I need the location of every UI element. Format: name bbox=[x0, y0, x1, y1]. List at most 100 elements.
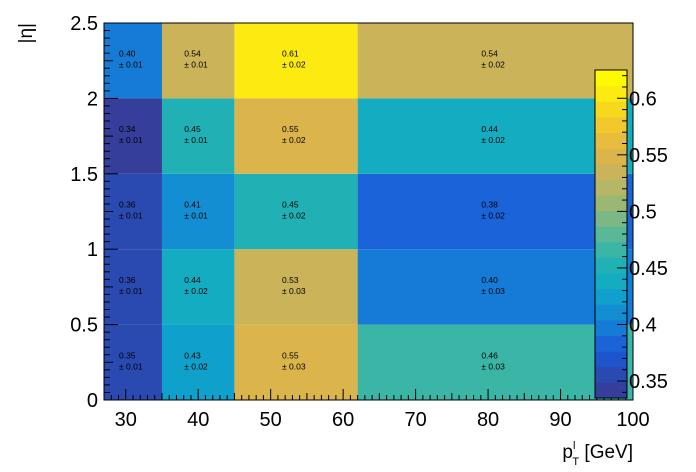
color-scale-band bbox=[595, 210, 627, 227]
color-scale-tick-label: 0.45 bbox=[629, 258, 668, 280]
heatmap-cell bbox=[161, 173, 235, 250]
cell-error-label: ± 0.01 bbox=[119, 60, 143, 70]
cell-value-label: 0.44 bbox=[481, 124, 498, 134]
heatmap-cell bbox=[161, 324, 235, 400]
cell-value-label: 0.45 bbox=[282, 200, 299, 210]
cell-error-label: ± 0.02 bbox=[184, 286, 208, 296]
cell-error-label: ± 0.02 bbox=[481, 60, 505, 70]
cell-error-label: ± 0.03 bbox=[282, 361, 306, 371]
y-tick-label: 1.5 bbox=[70, 164, 98, 186]
cell-error-label: ± 0.01 bbox=[184, 135, 208, 145]
x-axis-title: pl T [GeV] bbox=[562, 440, 633, 468]
color-scale-band bbox=[595, 366, 627, 383]
color-scale-band bbox=[595, 163, 627, 180]
color-scale: 0.35 0.4 0.45 0.5 0.55 0.6 bbox=[594, 69, 668, 399]
color-scale-tick-label: 0.4 bbox=[629, 314, 657, 336]
color-scale-band bbox=[595, 273, 627, 290]
cell-value-label: 0.44 bbox=[184, 275, 201, 285]
color-scale-band bbox=[595, 179, 627, 196]
heatmap-cell bbox=[357, 324, 633, 400]
color-scale-tick-label: 0.5 bbox=[629, 201, 657, 223]
heatmap-cell bbox=[234, 173, 358, 250]
color-scale-tick-label: 0.35 bbox=[629, 371, 668, 393]
y-tick-label: 2.5 bbox=[70, 13, 98, 35]
color-scale-band bbox=[595, 194, 627, 212]
x-tick-label: 70 bbox=[404, 409, 426, 431]
cell-value-label: 0.45 bbox=[184, 124, 201, 134]
cell-value-label: 0.55 bbox=[282, 124, 299, 134]
heatmap-cells bbox=[104, 23, 633, 400]
cell-error-label: ± 0.01 bbox=[119, 135, 143, 145]
cell-value-label: 0.35 bbox=[119, 350, 136, 360]
x-axis-title-base: p bbox=[562, 442, 573, 463]
y-axis-ticks: 0 0.5 1 1.5 2 2.5 bbox=[70, 13, 118, 412]
cell-value-label: 0.36 bbox=[119, 200, 136, 210]
x-tick-label: 90 bbox=[549, 409, 571, 431]
x-tick-label: 100 bbox=[616, 409, 649, 431]
color-scale-band bbox=[595, 335, 627, 352]
color-scale-band bbox=[595, 257, 627, 274]
cell-error-label: ± 0.01 bbox=[119, 211, 143, 221]
color-scale-band bbox=[595, 70, 627, 87]
cell-value-label: 0.34 bbox=[119, 124, 136, 134]
cell-value-label: 0.38 bbox=[481, 200, 498, 210]
cell-value-label: 0.46 bbox=[481, 350, 498, 360]
color-scale-tick-label: 0.55 bbox=[629, 145, 668, 167]
cell-labels: 0.35± 0.010.43± 0.020.55± 0.030.46± 0.03… bbox=[119, 49, 505, 372]
cell-error-label: ± 0.01 bbox=[184, 60, 208, 70]
color-scale-band bbox=[595, 132, 627, 149]
heatmap-cell bbox=[234, 98, 358, 174]
color-scale-band bbox=[595, 116, 627, 133]
heatmap-cell bbox=[234, 324, 358, 400]
color-scale-band bbox=[595, 148, 627, 165]
x-tick-label: 50 bbox=[260, 409, 282, 431]
color-scale-band bbox=[595, 85, 627, 102]
y-axis-title: |η| bbox=[16, 23, 37, 43]
cell-error-label: ± 0.01 bbox=[119, 286, 143, 296]
y-tick-label: 0.5 bbox=[70, 315, 98, 337]
color-scale-band bbox=[595, 241, 627, 258]
color-scale-band bbox=[595, 351, 627, 368]
heatmap-cell bbox=[357, 98, 633, 174]
heatmap-cell bbox=[234, 249, 358, 325]
color-scale-band bbox=[595, 226, 627, 243]
heatmap-cell bbox=[104, 249, 162, 325]
y-tick-label: 2 bbox=[87, 88, 98, 110]
y-tick-label: 1 bbox=[87, 239, 98, 261]
cell-value-label: 0.41 bbox=[184, 200, 201, 210]
x-axis-title-sub: T bbox=[572, 456, 579, 468]
cell-value-label: 0.61 bbox=[282, 49, 299, 59]
x-axis-ticks: 30 40 50 60 70 80 90 100 bbox=[103, 389, 650, 431]
x-tick-label: 30 bbox=[115, 409, 137, 431]
heatmap-cell bbox=[104, 173, 162, 250]
heatmap-cell bbox=[104, 23, 162, 99]
heatmap-cell bbox=[104, 324, 162, 400]
cell-value-label: 0.54 bbox=[184, 49, 201, 59]
cell-error-label: ± 0.03 bbox=[481, 286, 505, 296]
cell-value-label: 0.36 bbox=[119, 275, 136, 285]
heatmap-cell bbox=[357, 23, 633, 99]
color-scale-band bbox=[595, 304, 627, 321]
x-tick-label: 80 bbox=[477, 409, 499, 431]
cell-error-label: ± 0.03 bbox=[481, 361, 505, 371]
x-axis-title-unit: [GeV] bbox=[584, 442, 633, 463]
heatmap-cell bbox=[357, 173, 633, 250]
cell-value-label: 0.43 bbox=[184, 350, 201, 360]
heatmap-cell bbox=[234, 23, 358, 99]
heatmap-cell bbox=[104, 98, 162, 174]
y-tick-label: 0 bbox=[87, 390, 98, 412]
heatmap-cell bbox=[161, 98, 235, 174]
x-axis-title-sup: l bbox=[573, 440, 575, 452]
color-scale-band bbox=[595, 101, 627, 118]
cell-error-label: ± 0.02 bbox=[282, 211, 306, 221]
cell-value-label: 0.40 bbox=[119, 49, 136, 59]
heatmap-cell bbox=[161, 23, 235, 99]
color-scale-tick-label: 0.6 bbox=[629, 88, 657, 110]
cell-error-label: ± 0.02 bbox=[282, 135, 306, 145]
cell-value-label: 0.53 bbox=[282, 275, 299, 285]
color-scale-band bbox=[595, 382, 627, 399]
color-scale-band bbox=[595, 288, 627, 305]
cell-error-label: ± 0.03 bbox=[282, 286, 306, 296]
cell-error-label: ± 0.02 bbox=[184, 361, 208, 371]
